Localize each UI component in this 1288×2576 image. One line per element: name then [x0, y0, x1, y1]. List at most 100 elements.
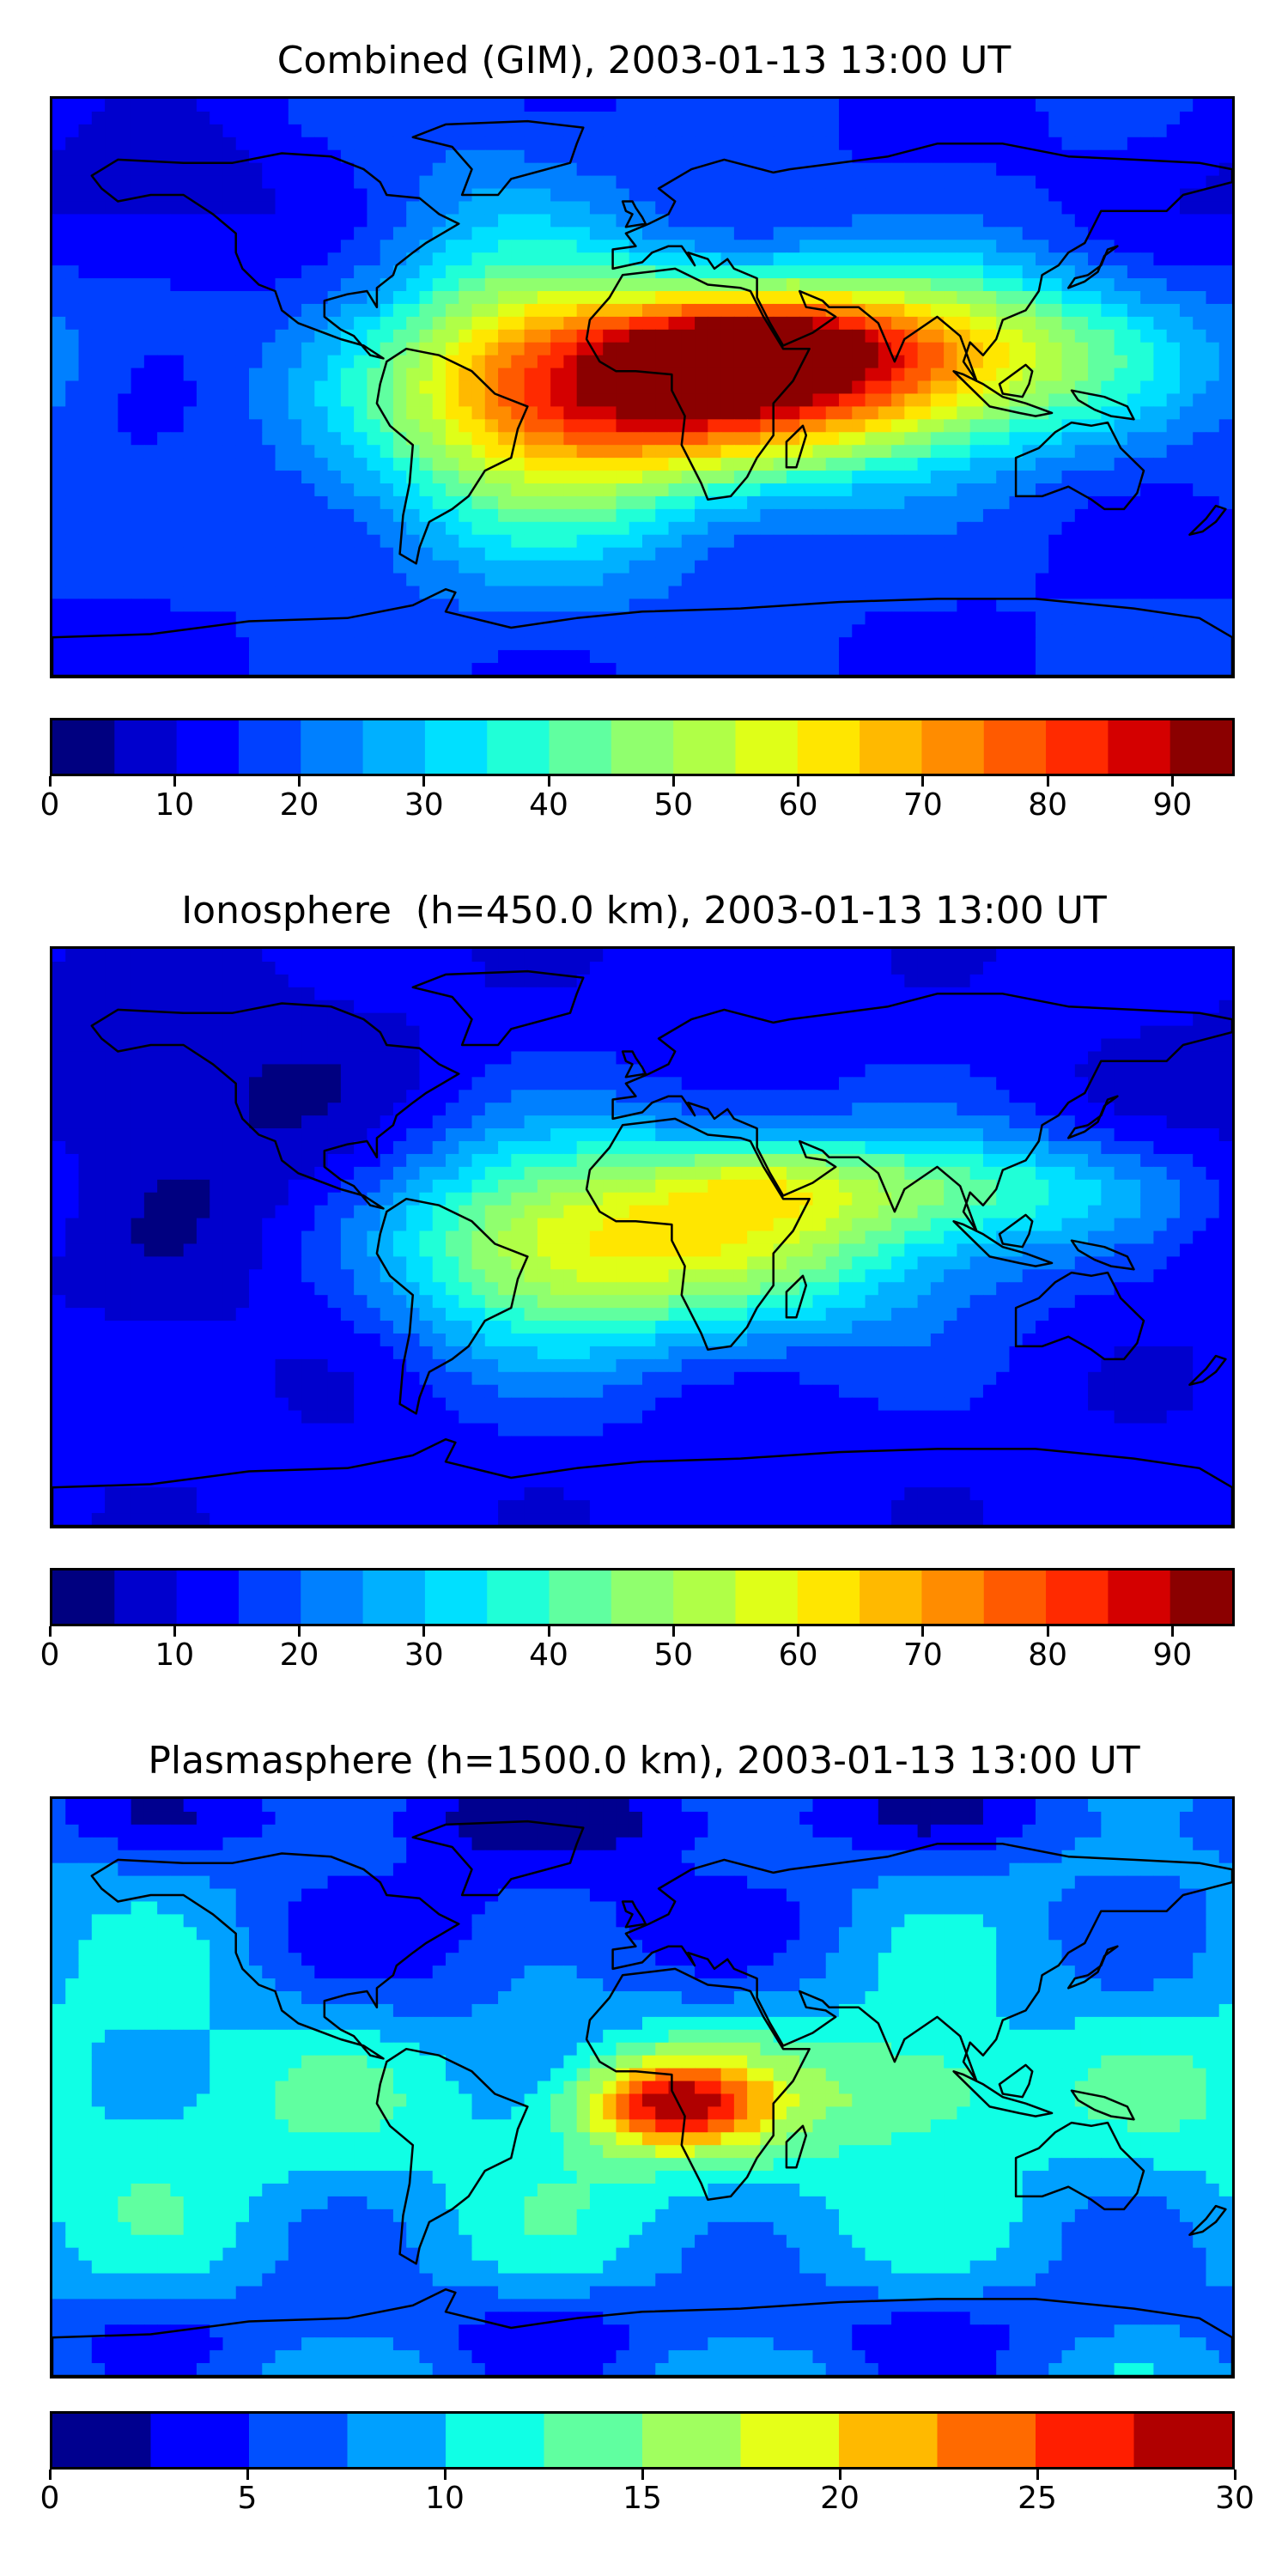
heatmap-cell: [996, 111, 1011, 125]
heatmap-cell: [524, 987, 538, 1001]
heatmap-cell: [446, 240, 459, 253]
heatmap-cell: [1166, 227, 1181, 240]
heatmap-cell: [471, 201, 486, 215]
heatmap-cell: [1009, 368, 1024, 382]
heatmap-cell: [78, 1012, 93, 1027]
heatmap-cell: [210, 368, 224, 382]
heatmap-cell: [1048, 175, 1063, 190]
heatmap-cell: [825, 149, 840, 164]
heatmap-cell: [524, 329, 538, 343]
heatmap-cell: [262, 624, 276, 638]
heatmap-cell: [825, 240, 840, 253]
heatmap-cell: [235, 637, 250, 651]
heatmap-cell: [733, 175, 748, 190]
heatmap-cell: [944, 149, 957, 164]
heatmap-cell: [603, 303, 617, 318]
heatmap-cell: [314, 162, 329, 177]
heatmap-cell: [1153, 227, 1168, 240]
heatmap-cell: [537, 598, 551, 612]
colorbar-tick-mark: [48, 776, 52, 787]
heatmap-cell: [354, 663, 368, 676]
heatmap-cell: [354, 586, 368, 599]
heatmap-cell: [825, 483, 840, 497]
heatmap-cell: [301, 252, 315, 266]
heatmap-cell: [105, 471, 118, 484]
heatmap-cell: [340, 252, 355, 266]
heatmap-cell: [563, 111, 578, 125]
heatmap-cell: [419, 445, 434, 459]
heatmap-cell: [930, 201, 945, 215]
heatmap-cell: [1114, 650, 1128, 664]
heatmap-cell: [432, 278, 447, 292]
heatmap-cell: [773, 483, 787, 497]
heatmap-cell: [695, 663, 708, 676]
heatmap-cell: [275, 175, 289, 190]
heatmap-cell: [1127, 611, 1141, 625]
heatmap-cell: [222, 149, 237, 164]
heatmap-cell: [708, 291, 722, 305]
heatmap-cell: [170, 1051, 185, 1065]
heatmap-cell: [392, 278, 407, 292]
colorbar-swatch: [673, 720, 736, 774]
heatmap-cell: [904, 291, 919, 305]
heatmap-cell: [1036, 316, 1049, 331]
heatmap-cell: [275, 240, 289, 253]
heatmap-cell: [170, 987, 185, 1001]
heatmap-cell: [65, 201, 80, 215]
heatmap-cell: [210, 303, 224, 318]
heatmap-cell: [314, 432, 329, 446]
heatmap-cell: [917, 227, 932, 240]
heatmap-cell: [1022, 961, 1036, 975]
heatmap-cell: [720, 1064, 735, 1078]
heatmap-cell: [944, 278, 957, 292]
heatmap-cell: [301, 458, 315, 471]
heatmap-cell: [1088, 162, 1102, 177]
heatmap-cell: [1088, 624, 1102, 638]
heatmap-cell: [655, 521, 670, 536]
heatmap-cell: [1088, 637, 1102, 651]
heatmap-cell: [288, 111, 302, 125]
heatmap-cell: [720, 214, 735, 228]
heatmap-cell: [799, 380, 814, 395]
heatmap-cell: [1179, 483, 1194, 497]
heatmap-cell: [878, 663, 892, 676]
heatmap-cell: [222, 1038, 237, 1053]
heatmap-cell: [1153, 316, 1168, 331]
heatmap-cell: [957, 483, 971, 497]
heatmap-cell: [1036, 1038, 1049, 1053]
heatmap-cell: [865, 1012, 879, 1027]
heatmap-cell: [380, 999, 394, 1014]
heatmap-cell: [996, 961, 1011, 975]
heatmap-cell: [459, 573, 473, 587]
heatmap-cell: [157, 483, 171, 497]
heatmap-cell: [432, 419, 447, 433]
heatmap-cell: [1206, 650, 1220, 664]
heatmap-cell: [747, 393, 761, 407]
heatmap-cell: [235, 201, 250, 215]
heatmap-cell: [406, 471, 421, 484]
heatmap-cell: [196, 406, 210, 420]
heatmap-cell: [733, 637, 748, 651]
heatmap-cell: [314, 111, 329, 125]
heatmap-cell: [904, 586, 919, 599]
heatmap-cell: [511, 291, 526, 305]
heatmap-cell: [930, 303, 945, 318]
heatmap-cell: [222, 265, 237, 279]
heatmap-cell: [747, 650, 761, 664]
heatmap-cell: [498, 432, 512, 446]
heatmap-cell: [275, 149, 289, 164]
heatmap-cell: [550, 1051, 564, 1065]
heatmap-cell: [996, 124, 1011, 138]
heatmap-cell: [380, 316, 394, 331]
heatmap-cell: [459, 637, 473, 651]
heatmap-cell: [969, 637, 984, 651]
heatmap-cell: [917, 521, 932, 536]
heatmap-cell: [733, 999, 748, 1014]
heatmap-cell: [642, 162, 656, 177]
heatmap-cell: [183, 637, 197, 651]
heatmap-cell: [235, 240, 250, 253]
heatmap-cell: [957, 586, 971, 599]
heatmap-cell: [720, 240, 735, 253]
heatmap-cell: [537, 355, 551, 369]
coastline-new-zealand: [1188, 504, 1227, 536]
